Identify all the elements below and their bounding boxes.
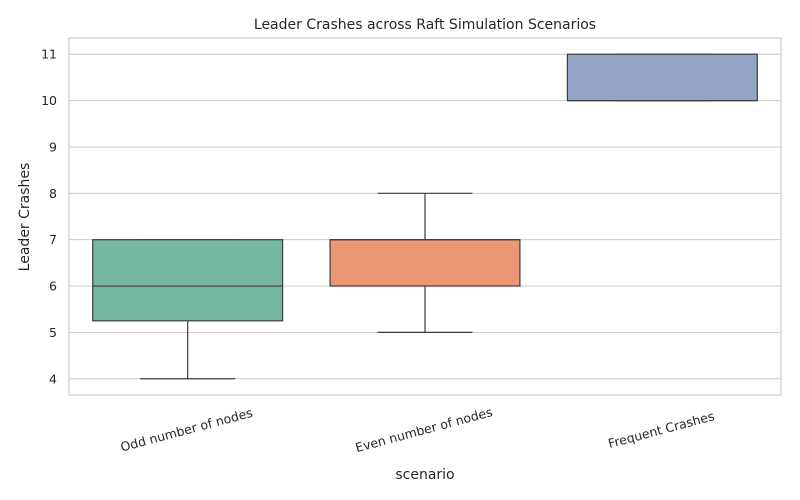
y-tick-label: 9: [49, 139, 57, 154]
y-tick-label: 11: [41, 47, 57, 62]
y-tick-label: 8: [49, 186, 57, 201]
box-even-number-of-nodes: [329, 239, 521, 287]
y-tick-label: 6: [49, 279, 57, 294]
y-tick-label: 7: [49, 232, 57, 247]
y-tick-label: 5: [49, 325, 57, 340]
plot-frame: [68, 37, 782, 396]
box-odd-number-of-nodes: [92, 239, 284, 322]
y-tick-label: 4: [49, 371, 57, 386]
y-axis-label: Leader Crashes: [17, 163, 33, 272]
x-tick-label: Odd number of nodes: [119, 405, 254, 455]
x-tick-label: Frequent Crashes: [606, 408, 716, 451]
chart-title: Leader Crashes across Raft Simulation Sc…: [254, 17, 596, 33]
box-frequent-crashes: [566, 53, 758, 102]
y-tick-label: 10: [41, 93, 57, 108]
x-tick-label: Even number of nodes: [354, 404, 494, 455]
x-axis-label: scenario: [395, 467, 454, 483]
